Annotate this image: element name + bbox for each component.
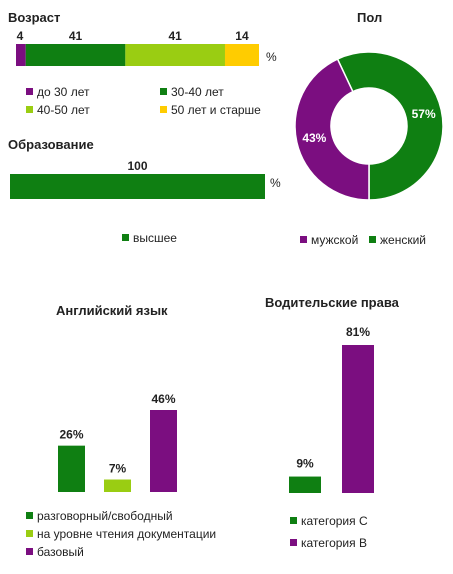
english-legend-label: на уровне чтения документации [37, 527, 217, 541]
gender-legend-label: мужской [311, 233, 359, 247]
english-bar [104, 479, 131, 492]
age-legend-item: 50 лет и старше [160, 103, 261, 117]
education-chart-title: Образование [8, 137, 94, 152]
gender-donut-slice [294, 58, 370, 201]
age-segment-value-label: 4 [17, 29, 24, 43]
age-legend-label: до 30 лет [37, 85, 90, 99]
education-legend-label: высшее [133, 231, 177, 245]
legend-swatch [26, 530, 33, 537]
license-chart-title: Водительские права [265, 295, 399, 310]
license-bar-chart: 9% 81% [289, 325, 374, 493]
gender-legend-label: женский [380, 233, 426, 247]
legend-swatch [369, 236, 376, 243]
legend-swatch [26, 512, 33, 519]
english-bar-chart: 26% 7% 46% [58, 392, 177, 492]
education-legend-item: высшее [122, 231, 177, 245]
age-bar-segment [224, 44, 259, 66]
legend-swatch [290, 539, 297, 546]
legend-swatch [122, 234, 129, 241]
english-bar [150, 410, 177, 492]
license-legend-item: категория В [290, 536, 367, 550]
license-bar [342, 345, 374, 493]
education-bar-fill [10, 174, 265, 199]
legend-swatch [300, 236, 307, 243]
age-bar-segment [25, 44, 126, 66]
english-legend-item: разговорный/свободный [26, 509, 173, 523]
age-legend-item: до 30 лет [26, 85, 89, 99]
license-bar-value-label: 9% [296, 457, 314, 471]
age-segment-value-label: 41 [168, 29, 182, 43]
age-legend-label: 40-50 лет [37, 103, 90, 117]
english-legend-item: на уровне чтения документации [26, 527, 216, 541]
english-chart-title: Английский язык [56, 303, 168, 318]
age-bar-segment [125, 44, 225, 66]
age-chart-title: Возраст [8, 10, 61, 25]
english-bar-value-label: 46% [151, 392, 175, 406]
license-legend-item: категория С [290, 514, 368, 528]
age-legend-label: 50 лет и старше [171, 103, 261, 117]
age-bar-segment [16, 44, 26, 66]
legend-swatch [290, 517, 297, 524]
age-stacked-bar: 4 41 41 14 [16, 29, 259, 66]
english-bar-value-label: 26% [59, 428, 83, 442]
gender-chart-title: Пол [357, 10, 383, 25]
license-legend-label: категория В [301, 536, 367, 550]
education-value-label: 100 [127, 159, 147, 173]
age-segment-value-label: 41 [69, 29, 83, 43]
gender-slice-label: 43% [302, 131, 326, 145]
english-legend-item: базовый [26, 545, 84, 559]
age-unit-label: % [266, 50, 277, 64]
gender-donut-slice [336, 51, 444, 201]
age-legend-label: 30-40 лет [171, 85, 224, 99]
education-unit-label: % [270, 176, 281, 190]
legend-swatch [160, 106, 167, 113]
license-bar [289, 476, 321, 493]
english-bar [58, 445, 85, 492]
age-segment-value-label: 14 [235, 29, 249, 43]
license-bar-value-label: 81% [346, 325, 370, 339]
age-legend-item: 40-50 лет [26, 103, 90, 117]
gender-legend-item: женский [369, 233, 426, 247]
gender-legend-item: мужской [300, 233, 358, 247]
legend-swatch [26, 106, 33, 113]
gender-slice-label: 57% [412, 107, 436, 121]
legend-swatch [26, 88, 33, 95]
legend-swatch [160, 88, 167, 95]
gender-donut-chart: 57% 43% [294, 51, 444, 201]
education-bar: 100 [10, 159, 265, 199]
legend-swatch [26, 548, 33, 555]
english-legend-label: базовый [37, 545, 84, 559]
license-legend-label: категория С [301, 514, 368, 528]
english-legend-label: разговорный/свободный [37, 509, 173, 523]
english-bar-value-label: 7% [109, 462, 127, 476]
age-legend-item: 30-40 лет [160, 85, 224, 99]
